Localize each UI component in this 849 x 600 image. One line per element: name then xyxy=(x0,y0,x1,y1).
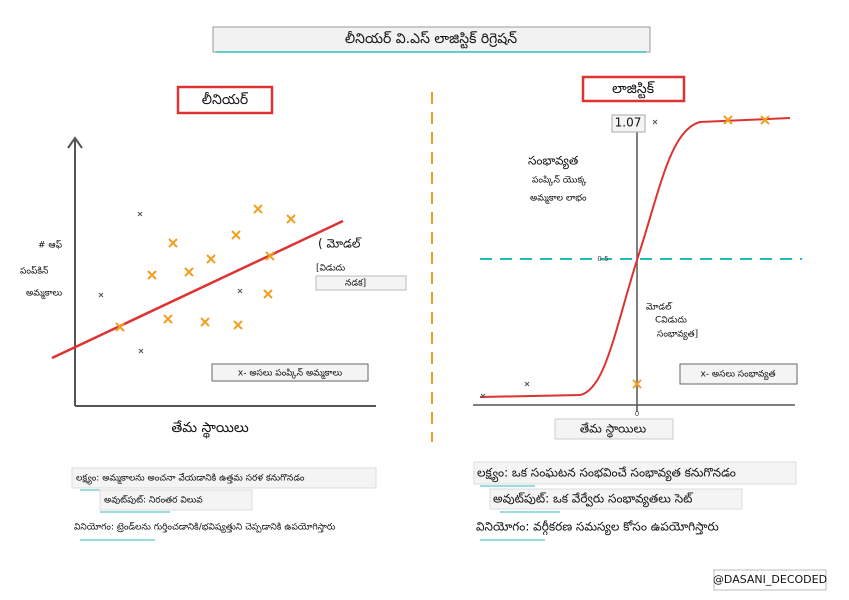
point xyxy=(760,115,770,125)
regression-line xyxy=(51,219,344,360)
linear-notes: లక్ష్యం: అమ్మకాలను అంచనా వేయడానికి ఉత్తమ… xyxy=(71,467,377,541)
title-box xyxy=(212,26,651,53)
note-box xyxy=(99,489,253,511)
y-label: సంభావ్యత xyxy=(528,154,578,170)
model-label: [విడుదు xyxy=(316,264,345,274)
tick-label: 0 xyxy=(635,410,639,418)
note: లక్ష్యం: అమ్మకాలను అంచనా వేయడానికి ఉత్తమ… xyxy=(76,473,305,486)
marker xyxy=(237,288,243,294)
note-box xyxy=(473,461,797,485)
title: లీనియర్ వి.ఎస్ లాజిస్టిక్ రిగ్రెషన్ xyxy=(345,31,517,49)
note-box xyxy=(489,488,743,510)
logistic-notes: లక్ష్యం: ఒక సంఘటన సంభవించే సంభావ్యత కనుగ… xyxy=(473,461,797,541)
legend-box xyxy=(679,363,798,385)
note: వినియోగం: వర్గీకరణ సమస్యల కోసం ఉపయోగిస్త… xyxy=(476,520,719,536)
tick-box xyxy=(611,114,646,133)
point xyxy=(286,214,296,224)
model-label: Cవిడుదు xyxy=(655,316,687,326)
point xyxy=(168,238,178,248)
linear-heading-box xyxy=(176,85,274,115)
linear-heading: లీనియర్ xyxy=(202,92,249,108)
points xyxy=(98,204,296,354)
model-label: సంభావ్యత] xyxy=(657,330,698,341)
footer: @DASANI_DECODED xyxy=(713,573,827,586)
point xyxy=(206,254,216,264)
axis-arrow xyxy=(67,136,83,149)
point xyxy=(184,267,194,277)
x-label: తేమ స్థాయిలు xyxy=(580,422,646,439)
tick-label: 0.5 xyxy=(597,255,608,263)
y-label: అమ్మకాల లాభం xyxy=(530,194,587,205)
point xyxy=(115,322,125,332)
note: అవుట్‌పుట్: ఒక వేర్వేరు సంభావ్యతలు సెట్ xyxy=(493,492,694,508)
note: వినియోగం: ట్రెండ్‌లను గుర్తించడానికి/భవి… xyxy=(74,522,335,534)
note: లక్ష్యం: ఒక సంఘటన సంభవించే సంభావ్యత కనుగ… xyxy=(477,466,736,483)
model-box xyxy=(315,275,407,291)
x-label-box xyxy=(554,418,674,440)
y-label: # ఆఫ్ xyxy=(38,240,63,251)
marker xyxy=(137,211,143,217)
marker xyxy=(524,381,530,387)
legend: x- అసలు సంభావ్యత xyxy=(701,370,776,381)
note: అవుట్‌పుట్: నిరంతర విలువ xyxy=(104,495,203,506)
x-label: తేమ స్థాయిలు xyxy=(171,420,249,439)
marker xyxy=(138,348,144,354)
point xyxy=(632,379,642,389)
marker xyxy=(480,393,486,399)
legend-box xyxy=(211,363,369,382)
y-label: అమ్మకాలు xyxy=(26,289,62,300)
marker xyxy=(652,119,658,125)
y-label: పంప్‌కిన్ xyxy=(20,266,48,277)
footer-box xyxy=(713,569,827,591)
points xyxy=(480,115,770,399)
point xyxy=(265,251,275,261)
point xyxy=(233,320,243,330)
model-label: ( మోడల్ xyxy=(318,237,362,251)
point xyxy=(723,115,733,125)
point xyxy=(147,270,157,280)
marker xyxy=(98,292,104,298)
y-label: పంప్కిన్ యొక్క xyxy=(532,175,587,187)
tick-label: 1.07 xyxy=(615,116,642,130)
point xyxy=(200,317,210,327)
point xyxy=(163,314,173,324)
legend: x- అసలు పంప్కిన్ అమ్మకాలు xyxy=(238,368,342,380)
model-label: మోడల్ xyxy=(646,302,673,313)
point xyxy=(253,204,263,214)
model-label: నడక] xyxy=(345,279,366,289)
sigmoid-curve xyxy=(479,117,791,398)
point xyxy=(231,230,241,240)
logistic-heading: లాజిస్టిక్ xyxy=(612,81,655,99)
note-box xyxy=(71,467,377,489)
logistic-heading-box xyxy=(581,75,686,103)
point xyxy=(263,289,273,299)
